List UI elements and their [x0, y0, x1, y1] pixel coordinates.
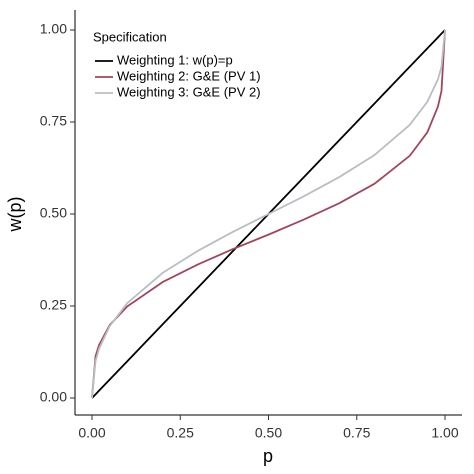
legend-label: Weighting 2: G&E (PV 1) [117, 68, 261, 83]
y-tick-label: 0.00 [40, 389, 67, 405]
legend-label: Weighting 3: G&E (PV 2) [117, 84, 261, 99]
x-tick-label: 0.00 [78, 425, 105, 441]
x-axis-title: p [263, 446, 273, 466]
x-tick-label: 1.00 [431, 425, 458, 441]
x-tick-label: 0.25 [167, 425, 194, 441]
x-tick-label: 0.75 [343, 425, 370, 441]
series-line [91, 29, 446, 399]
x-tick-label: 0.50 [255, 425, 282, 441]
y-tick-label: 0.75 [40, 113, 67, 129]
y-tick-label: 0.25 [40, 297, 67, 313]
y-axis-title: w(p) [5, 197, 25, 233]
legend-label: Weighting 1: w(p)=p [117, 52, 233, 67]
legend-title: Specification [93, 29, 167, 44]
y-tick-label: 1.00 [40, 21, 67, 37]
y-tick-label: 0.50 [40, 205, 67, 221]
